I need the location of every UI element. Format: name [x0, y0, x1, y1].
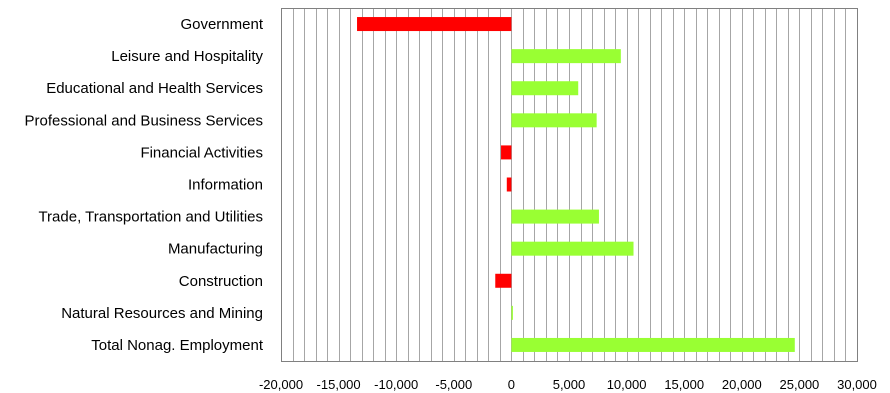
x-tick-label: 20,000 [722, 377, 762, 392]
bar-government [357, 17, 512, 32]
x-tick-label: -5,000 [435, 377, 472, 392]
x-tick-labels: -20,000 -15,000 -10,000 -5,000 0 5,000 10,000 1… [259, 377, 877, 392]
x-tick-label: 0 [508, 377, 515, 392]
x-tick-label: 15,000 [664, 377, 704, 392]
x-tick-label: -10,000 [374, 377, 418, 392]
bar-natural-resources-and-mining [511, 305, 513, 320]
category-label: Government [180, 16, 263, 33]
bar-construction [495, 273, 512, 288]
x-tick-label: -20,000 [259, 377, 303, 392]
bar-total-nonag-employment [511, 337, 795, 352]
bar-trade-transportation-and-utilities [511, 209, 599, 224]
category-label: Natural Resources and Mining [61, 305, 263, 322]
category-label: Financial Activities [140, 144, 263, 161]
bar-financial-activities [501, 145, 512, 160]
category-label: Manufacturing [168, 241, 263, 258]
plot-frame [281, 8, 858, 362]
x-tick-label: 30,000 [837, 377, 877, 392]
category-label: Construction [179, 273, 263, 290]
category-label: Leisure and Hospitality [111, 48, 263, 65]
x-tick-label: 5,000 [553, 377, 586, 392]
category-label: Trade, Transportation and Utilities [38, 209, 263, 226]
x-tick-label: 25,000 [780, 377, 820, 392]
bar-manufacturing [511, 241, 634, 256]
bar-educational-and-health-services [511, 81, 579, 96]
category-label: Professional and Business Services [25, 112, 263, 129]
category-label: Educational and Health Services [46, 80, 263, 97]
x-tick-label: 10,000 [607, 377, 647, 392]
bar-professional-and-business-services [511, 113, 597, 128]
bar-information [506, 177, 512, 192]
category-labels: Government Leisure and Hospitality Educati… [25, 16, 264, 354]
bar-leisure-and-hospitality [511, 49, 621, 64]
category-label: Information [188, 177, 263, 194]
category-label: Total Nonag. Employment [91, 337, 264, 354]
grid-lines [293, 8, 846, 361]
bars [357, 17, 795, 352]
x-tick-label: -15,000 [317, 377, 361, 392]
